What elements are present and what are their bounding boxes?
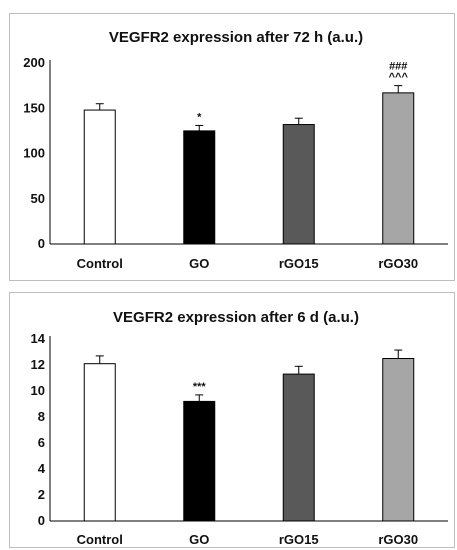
- x-category-label: Control: [77, 532, 123, 547]
- y-tick-label: 0: [38, 236, 45, 251]
- bar-rgo15: [282, 373, 315, 522]
- y-tick-label: 12: [31, 357, 45, 372]
- x-category-label: Control: [77, 256, 123, 271]
- y-tick-label: 200: [23, 55, 45, 70]
- bar-rgo30: [382, 358, 415, 522]
- y-tick-label: 4: [38, 461, 46, 476]
- y-tick-label: 10: [31, 383, 45, 398]
- bar-rgo30: [382, 92, 415, 245]
- bar-go: [183, 400, 216, 522]
- significance-label: ^^^: [389, 72, 409, 84]
- y-tick-label: 6: [38, 435, 45, 450]
- bar-control: [83, 363, 116, 522]
- chart-panel-72h: VEGFR2 expression after 72 h (a.u.) 0 50 1…: [9, 13, 455, 281]
- x-category-label: rGO30: [378, 532, 418, 547]
- x-category-label: rGO15: [279, 256, 319, 271]
- chart-6d: VEGFR2 expression after 6 d (a.u.) 0 2 4 6 8…: [31, 309, 448, 547]
- y-tick-label: 0: [38, 513, 45, 528]
- bar-rgo15: [282, 124, 315, 245]
- chart-panel-6d: VEGFR2 expression after 6 d (a.u.) 0 2 4 6 8…: [9, 292, 455, 548]
- significance-label: ***: [193, 381, 207, 393]
- significance-label: *: [197, 111, 202, 123]
- chart-title: VEGFR2 expression after 72 h (a.u.): [109, 29, 363, 46]
- x-category-label: rGO15: [279, 532, 319, 547]
- y-tick-label: 2: [38, 487, 45, 502]
- bar-go: [183, 130, 216, 245]
- bar-control: [83, 109, 116, 245]
- significance-label: ###: [389, 61, 407, 73]
- y-tick-label: 14: [31, 331, 46, 346]
- x-category-label: rGO30: [378, 256, 418, 271]
- y-tick-label: 100: [23, 146, 45, 161]
- chart-title: VEGFR2 expression after 6 d (a.u.): [113, 309, 359, 326]
- y-tick-label: 150: [23, 100, 45, 115]
- y-tick-label: 50: [31, 191, 45, 206]
- x-category-label: GO: [189, 256, 209, 271]
- x-category-label: GO: [189, 532, 209, 547]
- chart-72h: VEGFR2 expression after 72 h (a.u.) 0 50 1…: [23, 29, 448, 271]
- y-tick-label: 8: [38, 409, 45, 424]
